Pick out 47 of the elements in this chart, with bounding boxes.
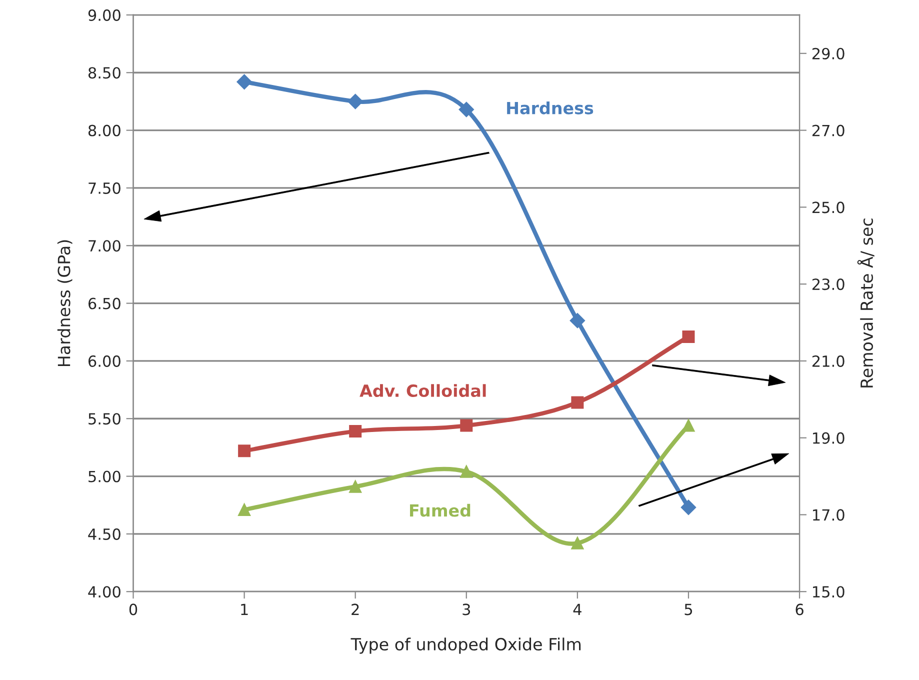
point (682, 330, 695, 343)
x-tick-label: 2 (352, 604, 359, 616)
point (460, 419, 473, 432)
x-tick-label: 5 (684, 604, 692, 616)
y-tick-label: 5.50 (88, 413, 120, 425)
y2-tick-label: 25.0 (812, 202, 844, 214)
y2-tick-label: 29.0 (812, 48, 844, 60)
point (238, 503, 251, 516)
y-tick-label: 4.00 (88, 586, 120, 598)
y2-axis-title: Removal Rate Å/ sec (857, 218, 874, 388)
point (349, 425, 362, 438)
y-tick-label: 8.50 (88, 67, 120, 79)
y-tick-label: 4.50 (88, 528, 120, 540)
point (570, 313, 586, 328)
x-axis-title: Type of undoped Oxide Film (350, 638, 581, 654)
y2-tick-label: 23.0 (812, 278, 844, 290)
y2-tick-label: 19.0 (813, 432, 844, 444)
point (236, 74, 252, 90)
y2-tick-label: 17.0 (813, 509, 844, 521)
point (460, 465, 473, 478)
series-label: Adv. Colloidal (360, 384, 486, 398)
point (571, 396, 584, 409)
y-tick-label: 6.50 (88, 298, 120, 310)
y2-tick-label: 21.0 (812, 355, 844, 367)
point (682, 419, 695, 432)
series-label: Fumed (410, 504, 470, 517)
x-tick-label: 6 (796, 604, 804, 616)
point (349, 480, 362, 493)
x-tick-label: 1 (241, 604, 248, 616)
x-tick-label: 0 (129, 604, 138, 616)
y2-tick-label: 15.0 (813, 586, 844, 598)
y-tick-label: 7.00 (88, 240, 120, 252)
x-tick-label: 4 (573, 604, 582, 616)
y-axis-title: Hardness (GPa) (57, 240, 72, 366)
y-tick-label: 7.50 (88, 182, 120, 194)
y-tick-label: 9.00 (88, 9, 120, 21)
point (680, 500, 696, 515)
point (571, 536, 584, 550)
x-tick-label: 3 (462, 604, 470, 616)
y2-tick-label: 27.0 (812, 124, 844, 136)
point (458, 102, 474, 118)
point (238, 444, 251, 458)
series-label: Hardness (507, 101, 594, 114)
y-tick-label: 5.00 (88, 470, 120, 482)
y-tick-label: 6.00 (88, 355, 120, 367)
y-tick-label: 8.00 (88, 124, 120, 136)
point (348, 94, 363, 110)
